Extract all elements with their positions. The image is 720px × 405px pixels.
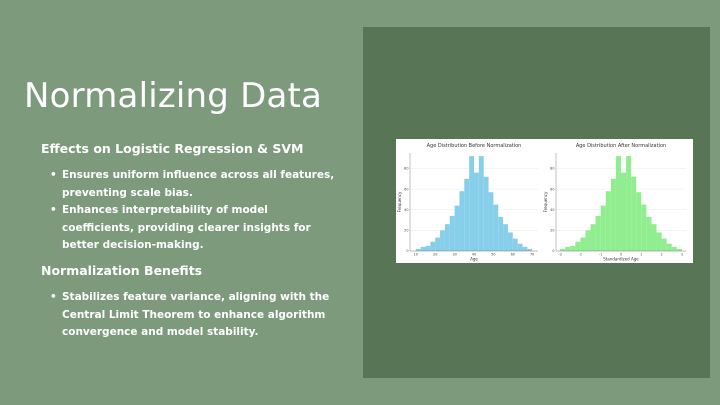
after-x-tick-label: 2 <box>661 253 663 257</box>
after-x-tick-label: 0 <box>620 253 622 257</box>
before-hist-bar <box>464 178 470 251</box>
before-hist-bar <box>415 248 421 251</box>
before-x-tick-label: 10 <box>414 253 418 257</box>
after-hist-bar <box>626 156 632 251</box>
before-x-tick-label: 20 <box>433 253 437 257</box>
before-hist-bar <box>522 246 528 251</box>
before-hist-bar <box>483 176 489 251</box>
before-x-tick-label: 70 <box>530 253 534 257</box>
after-hist-bar <box>651 224 657 251</box>
after-hist-bar <box>666 243 672 251</box>
after-x-tick-label: 3 <box>681 253 683 257</box>
after-y-tick-label: 20 <box>550 229 554 233</box>
before-x-tick-label: 50 <box>491 253 495 257</box>
bullet-stabilizes-variance: Stabilizes feature variance, aligning wi… <box>50 289 340 342</box>
after-hist-bar <box>676 248 682 251</box>
before-hist-bar <box>507 232 513 251</box>
before-x-tick-label: 60 <box>511 253 515 257</box>
before-hist-bar <box>420 246 426 251</box>
after-hist-bar <box>585 230 591 251</box>
before-y-tick-label: 60 <box>404 187 408 191</box>
after-x-tick-label: -2 <box>579 253 582 257</box>
before-hist-bar <box>493 204 499 251</box>
before-y-tick-label: 80 <box>404 167 408 171</box>
before-hist-bar <box>444 224 450 251</box>
after-hist-bar <box>580 237 586 251</box>
before-hist-bar <box>425 245 431 251</box>
after-hist-bar <box>636 192 642 251</box>
after-hist-bar <box>590 224 596 251</box>
after-hist-bar <box>560 248 566 251</box>
before-hist-bar <box>498 216 504 251</box>
histogram-svg: Age Distribution Before Normalization020… <box>397 143 686 262</box>
before-y-tick-label: 20 <box>404 229 408 233</box>
before-y-tick-label: 0 <box>406 249 408 253</box>
before-hist-bar <box>469 156 474 251</box>
after-y-tick-label: 0 <box>552 249 554 253</box>
after-hist-bar <box>646 216 652 251</box>
before-hist-bar <box>503 224 508 251</box>
before-hist-bar <box>430 241 436 251</box>
before-chart-title: Age Distribution Before Normalization <box>427 143 522 149</box>
after-x-tick-label: -1 <box>599 253 602 257</box>
before-hist-bar <box>527 248 533 251</box>
before-hist-bar <box>517 243 523 251</box>
before-hist-bar <box>454 205 460 251</box>
before-y-tick-label: 40 <box>404 208 408 212</box>
after-y-tick-label: 60 <box>550 187 554 191</box>
before-y-axis-label: Frequency <box>397 191 402 212</box>
after-hist-bar <box>600 205 606 251</box>
after-hist-bar <box>565 246 571 251</box>
after-hist-bar <box>631 176 637 251</box>
after-x-axis-label: Standardized Age <box>603 257 639 262</box>
before-hist-bar <box>435 237 441 251</box>
bullet-uniform-influence: Ensures uniform influence across all fea… <box>50 167 340 202</box>
after-y-axis-label: Frequency <box>543 191 548 212</box>
benefits-bullet-list: Stabilizes feature variance, aligning wi… <box>50 289 340 342</box>
after-y-tick-label: 40 <box>550 208 554 212</box>
before-hist-bar <box>488 192 494 251</box>
before-hist-bar <box>449 215 455 251</box>
after-x-tick-label: 1 <box>640 253 642 257</box>
after-x-tick-label: -3 <box>558 253 561 257</box>
section-heading-effects: Effects on Logistic Regression & SVM <box>41 141 304 156</box>
before-hist-bar <box>459 191 465 251</box>
slide-title: Normalizing Data <box>24 76 323 116</box>
after-hist-bar <box>656 232 662 251</box>
after-hist-bar <box>605 191 611 251</box>
bullet-interpretability: Enhances interpretability of model coeff… <box>50 202 340 255</box>
before-x-tick-label: 30 <box>452 253 456 257</box>
after-hist-bar <box>575 241 581 251</box>
after-hist-bar <box>621 172 627 251</box>
after-hist-bar <box>661 238 667 251</box>
after-chart-title: Age Distribution After Normalization <box>576 143 666 149</box>
effects-bullet-list: Ensures uniform influence across all fea… <box>50 167 340 255</box>
section-heading-benefits: Normalization Benefits <box>41 263 203 278</box>
before-x-axis-label: Age <box>470 257 478 262</box>
before-hist-bar <box>440 230 445 251</box>
before-x-tick-label: 40 <box>472 253 476 257</box>
after-hist-bar <box>615 156 621 251</box>
after-hist-bar <box>641 204 647 251</box>
after-hist-bar <box>610 178 616 251</box>
after-y-tick-label: 80 <box>550 167 554 171</box>
after-hist-bar <box>671 246 677 251</box>
before-hist-bar <box>512 238 518 251</box>
before-hist-bar <box>474 172 479 251</box>
after-hist-bar <box>570 245 576 251</box>
histogram-figure: Age Distribution Before Normalization 0 20… <box>396 139 693 263</box>
before-hist-bar <box>478 156 484 251</box>
after-hist-bar <box>595 215 601 251</box>
